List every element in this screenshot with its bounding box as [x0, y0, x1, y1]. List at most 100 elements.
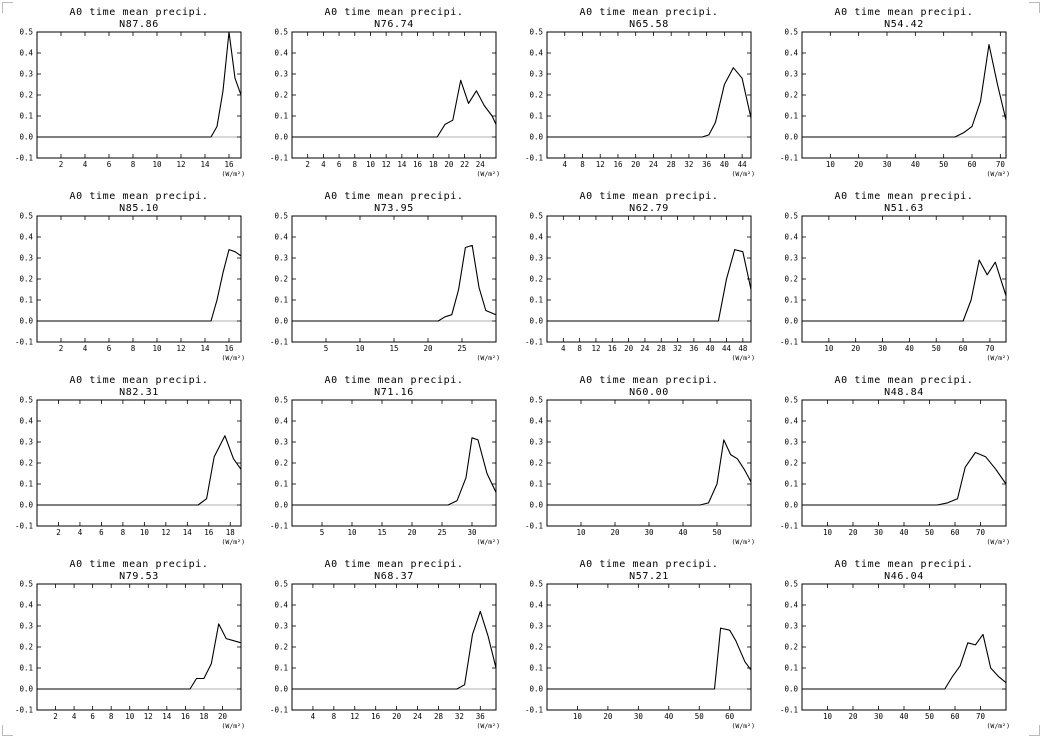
y-tick-label: 0.5 [274, 212, 288, 221]
y-tick-label: 0.3 [274, 438, 288, 447]
y-tick-label: 0.4 [784, 49, 798, 58]
y-tick-label: -0.1 [780, 154, 798, 163]
plot-frame [36, 31, 242, 159]
x-tick-label: 14 [162, 712, 172, 721]
panel-subtitle: N79.53 [119, 571, 159, 582]
y-tick-label: 0.4 [19, 233, 33, 242]
x-tick-label: 24 [476, 160, 486, 169]
x-tick-label: 28 [667, 160, 677, 169]
y-tick-label: 0.5 [274, 396, 288, 405]
x-tick-label: 14 [200, 160, 210, 169]
x-unit-label: (W/m²) [477, 538, 500, 546]
plot-frame [546, 31, 752, 159]
x-tick-label: 18 [199, 712, 209, 721]
y-tick-label: 0.3 [529, 254, 543, 263]
y-tick-label: -0.1 [15, 154, 33, 163]
panel-subtitle: N51.63 [884, 203, 924, 214]
x-tick-label: 16 [371, 712, 381, 721]
y-tick-label: 0.1 [274, 664, 288, 673]
y-tick-label: 0.4 [19, 601, 33, 610]
panel-8: A0 time mean precipi.N51.63 -0.1 0.0 0.1 0.2… [780, 191, 1010, 362]
x-tick-label: 70 [985, 344, 995, 353]
y-tick-label: -0.1 [270, 338, 288, 347]
x-tick-label: 10 [152, 344, 162, 353]
y-tick-label: -0.1 [525, 154, 543, 163]
plot-frame [801, 31, 1007, 159]
y-tick-label: 0.2 [19, 275, 33, 284]
x-tick-label: 24 [649, 160, 659, 169]
x-tick-label: 4 [72, 712, 77, 721]
panel-title: A0 time mean precipi. [834, 191, 973, 202]
panel-title: A0 time mean precipi. [69, 375, 208, 386]
x-tick-label: 20 [848, 712, 858, 721]
x-tick-label: 10 [823, 528, 833, 537]
x-tick-label: 24 [640, 344, 650, 353]
x-tick-label: 12 [382, 160, 391, 169]
series-line-1 [37, 623, 242, 690]
x-tick-label: 40 [899, 712, 909, 721]
x-tick-label: 40 [678, 528, 688, 537]
y-tick-label: 0.2 [274, 643, 288, 652]
y-tick-label: 0.0 [784, 317, 798, 326]
x-tick-label: 32 [673, 344, 682, 353]
series-line-1 [547, 627, 752, 690]
y-tick-label: 0.2 [784, 275, 798, 284]
x-tick-label: 2 [53, 712, 58, 721]
panel-subtitle: N60.00 [629, 387, 669, 398]
x-tick-label: 5 [320, 528, 325, 537]
y-tick-label: 0.4 [19, 417, 33, 426]
panel-10: A0 time mean precipi.N71.16 -0.1 0.0 0.1 0.2… [270, 375, 500, 546]
y-tick-label: 0.1 [19, 296, 33, 305]
x-unit-label: (W/m²) [987, 538, 1010, 546]
x-tick-label: 60 [967, 160, 977, 169]
panel-title: A0 time mean precipi. [579, 559, 718, 570]
y-tick-label: 0.3 [784, 254, 798, 263]
y-tick-label: 0.2 [784, 459, 798, 468]
y-tick-label: 0.3 [274, 254, 288, 263]
series-line-1 [292, 79, 497, 138]
x-tick-label: 4 [321, 160, 326, 169]
y-tick-label: 0.3 [274, 622, 288, 631]
x-tick-label: 50 [925, 712, 935, 721]
x-tick-label: 25 [437, 528, 446, 537]
panel-title: A0 time mean precipi. [579, 7, 718, 18]
x-tick-label: 40 [664, 712, 674, 721]
panel-15: A0 time mean precipi.N57.21 -0.1 0.0 0.1 0.2… [525, 559, 755, 730]
y-tick-label: 0.3 [784, 438, 798, 447]
x-tick-label: 20 [851, 344, 861, 353]
x-tick-label: 30 [874, 712, 884, 721]
x-tick-label: 50 [712, 528, 722, 537]
x-tick-label: 40 [911, 160, 921, 169]
x-tick-label: 16 [224, 160, 234, 169]
panel-7: A0 time mean precipi.N62.79 -0.1 0.0 0.1 0.2… [525, 191, 755, 362]
x-tick-label: 12 [596, 160, 605, 169]
y-tick-label: 0.4 [274, 417, 288, 426]
panel-5: A0 time mean precipi.N85.10 -0.1 0.0 0.1 0.2… [15, 191, 245, 362]
panel-1: A0 time mean precipi.N87.86 -0.1 0.0 0.1 0.2… [15, 7, 245, 178]
y-tick-label: 0.3 [529, 438, 543, 447]
y-tick-label: 0.4 [529, 233, 543, 242]
x-tick-label: 10 [366, 160, 376, 169]
y-tick-label: 0.0 [529, 501, 543, 510]
y-tick-label: 0.4 [784, 233, 798, 242]
x-tick-label: 10 [576, 528, 586, 537]
x-unit-label: (W/m²) [222, 538, 245, 546]
x-tick-label: 40 [720, 160, 730, 169]
y-tick-label: -0.1 [780, 706, 798, 715]
y-tick-label: 0.3 [19, 438, 33, 447]
y-tick-label: 0.3 [19, 622, 33, 631]
x-tick-label: 16 [413, 160, 423, 169]
plot-frame [801, 399, 1007, 527]
panel-2: A0 time mean precipi.N76.74 -0.1 0.0 0.1 0.2… [270, 7, 500, 178]
panel-13: A0 time mean precipi.N79.53 -0.1 0.0 0.1 0.2… [15, 559, 245, 730]
x-tick-label: 60 [950, 528, 960, 537]
y-tick-label: 0.4 [274, 601, 288, 610]
crop-mark-bottom-right [1029, 725, 1040, 736]
y-tick-label: 0.0 [784, 133, 798, 142]
y-tick-label: 0.1 [784, 664, 798, 673]
y-tick-label: 0.3 [19, 254, 33, 263]
y-tick-label: 0.4 [529, 49, 543, 58]
x-tick-label: 10 [823, 712, 833, 721]
panel-title: A0 time mean precipi. [834, 375, 973, 386]
panel-title: A0 time mean precipi. [69, 7, 208, 18]
